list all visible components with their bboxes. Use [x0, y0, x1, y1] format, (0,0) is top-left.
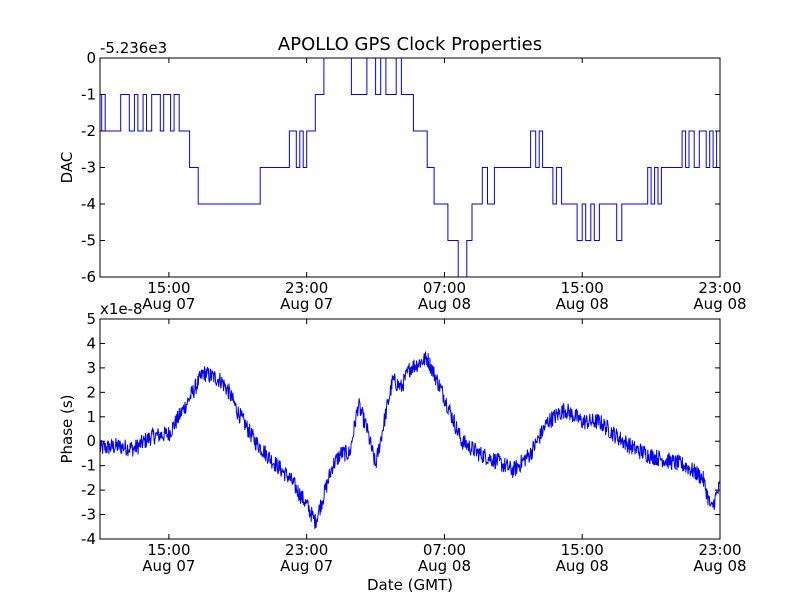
dac-xtick-time-label: 15:00 [147, 279, 190, 297]
phase-ytick-label: -4 [81, 530, 96, 548]
phase-ytick-label: 5 [86, 310, 96, 328]
dac-ytick-label: -5 [81, 232, 96, 250]
figure-title: APOLLO GPS Clock Properties [278, 34, 542, 55]
dac-ylabel: DAC [58, 152, 76, 184]
dac-ytick-label: -4 [81, 195, 96, 213]
phase-ytick-label: 2 [86, 383, 96, 401]
dac-series-line [100, 57, 721, 278]
phase-ytick-label: 3 [86, 359, 96, 377]
phase-ylabel: Phase (s) [58, 394, 76, 463]
phase-offset-label: x1e-8 [100, 300, 143, 318]
phase-xtick-time-label: 23:00 [698, 541, 741, 559]
phase-xtick-date-label: Aug 08 [693, 557, 746, 575]
dac-xtick-date-label: Aug 08 [693, 295, 746, 313]
dac-xtick-date-label: Aug 07 [280, 295, 333, 313]
dac-xtick-time-label: 23:00 [698, 279, 741, 297]
dac-xtick-time-label: 23:00 [285, 279, 328, 297]
phase-xtick-date-label: Aug 07 [142, 557, 195, 575]
dac-ytick-label: 0 [86, 49, 96, 67]
dac-xtick-time-label: 07:00 [423, 279, 466, 297]
phase-xtick-time-label: 23:00 [285, 541, 328, 559]
dac-ytick-label: -2 [81, 122, 96, 140]
phase-xtick-time-label: 15:00 [147, 541, 190, 559]
dac-ytick-label: -3 [81, 159, 96, 177]
phase-xtick-time-label: 15:00 [561, 541, 604, 559]
dac-xtick-date-label: Aug 07 [142, 295, 195, 313]
phase-ytick-label: 0 [86, 432, 96, 450]
phase-ytick-label: 1 [86, 408, 96, 426]
phase-series-line [99, 351, 721, 529]
phase-ytick-label: -3 [81, 506, 96, 524]
phase-ytick-label: -1 [81, 457, 96, 475]
phase-xtick-time-label: 07:00 [423, 541, 466, 559]
phase-xtick-date-label: Aug 07 [280, 557, 333, 575]
phase-ytick-label: -2 [81, 481, 96, 499]
phase-ytick-label: 4 [86, 334, 96, 352]
dac-xtick-time-label: 15:00 [561, 279, 604, 297]
dac-xtick-date-label: Aug 08 [556, 295, 609, 313]
phase-xtick-date-label: Aug 08 [418, 557, 471, 575]
dac-ytick-label: -1 [81, 86, 96, 104]
dac-xtick-date-label: Aug 08 [418, 295, 471, 313]
phase-axes-frame [99, 318, 721, 540]
phase-xlabel: Date (GMT) [367, 576, 453, 594]
dac-offset-label: -5.236e3 [100, 39, 167, 57]
phase-xtick-date-label: Aug 08 [556, 557, 609, 575]
dac-ytick-label: -6 [81, 268, 96, 286]
